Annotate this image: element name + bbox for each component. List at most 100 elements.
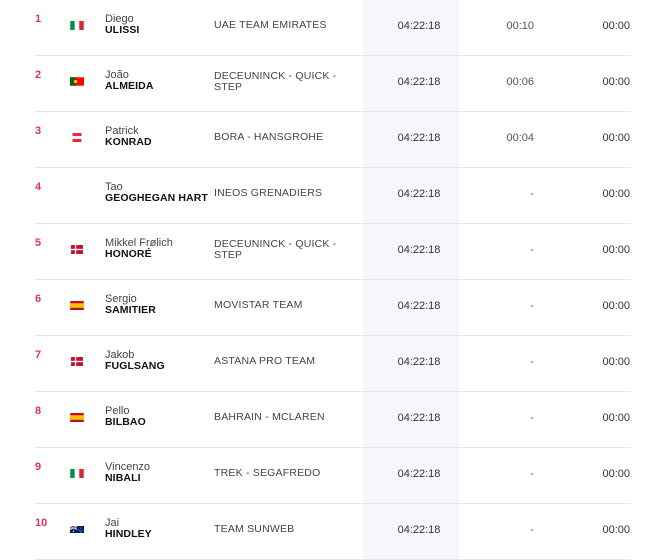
rider-name[interactable]: Tao GEOGHEGAN HART — [105, 182, 208, 204]
rider-name[interactable]: Mikkel Frølich HONORÉ — [105, 238, 173, 260]
rider-last-name: NIBALI — [105, 472, 141, 484]
rider-name[interactable]: João ALMEIDA — [105, 70, 154, 92]
team-name[interactable]: INEOS GRENADIERS — [214, 187, 323, 199]
time-gap: 00:00 — [602, 20, 630, 32]
denmark-flag-icon — [70, 245, 84, 254]
time-gap: 00:00 — [602, 524, 630, 536]
time-gap: 00:00 — [602, 356, 630, 368]
table-row[interactable]: 8 Pello BILBAO BAHRAIN - MCLAREN 04:22:18 - 00… — [0, 392, 649, 448]
rider-name[interactable]: Diego ULISSI — [105, 14, 139, 36]
rank-number: 9 — [35, 461, 42, 473]
rider-last-name: SAMITIER — [105, 304, 156, 316]
rider-name[interactable]: Vincenzo NIBALI — [105, 462, 150, 484]
bonus-seconds: - — [530, 412, 534, 424]
time-gap: 00:00 — [602, 244, 630, 256]
rider-last-name: KONRAD — [105, 136, 152, 148]
italy-flag-icon — [70, 21, 84, 30]
table-row[interactable]: 3 Patrick KONRAD BORA - HANSGROHE 04:22:18 00… — [0, 112, 649, 168]
bonus-seconds: - — [530, 244, 534, 256]
rider-first-name: Jai — [105, 517, 120, 529]
austria-flag-icon — [70, 133, 84, 142]
rider-last-name: BILBAO — [105, 416, 146, 428]
team-name[interactable]: MOVISTAR TEAM — [214, 299, 303, 311]
rider-first-name: Sergio — [105, 293, 137, 305]
rider-last-name: GEOGHEGAN HART — [105, 192, 208, 204]
rank-number: 4 — [35, 181, 42, 193]
rank-number: 8 — [35, 405, 42, 417]
bonus-seconds: 00:06 — [506, 76, 534, 88]
team-name[interactable]: DECEUNINCK - QUICK - STEP — [214, 70, 337, 93]
time-gap: 00:00 — [602, 412, 630, 424]
rank-number: 7 — [35, 349, 42, 361]
portugal-flag-icon — [70, 77, 84, 86]
rider-first-name: Mikkel Frølich — [105, 237, 173, 249]
table-row[interactable]: 9 Vincenzo NIBALI TREK - SEGAFREDO 04:22:18 -… — [0, 448, 649, 504]
rider-last-name: HONORÉ — [105, 248, 152, 260]
australia-flag-icon — [70, 525, 84, 534]
rank-number: 1 — [35, 13, 42, 25]
table-row[interactable]: 1 Diego ULISSI UAE TEAM EMIRATES 04:22:18 00:… — [0, 0, 649, 56]
row-divider — [34, 55, 631, 56]
rider-name[interactable]: Pello BILBAO — [105, 406, 146, 428]
stage-time: 04:22:18 — [397, 132, 441, 144]
rider-name[interactable]: Jakob FUGLSANG — [105, 350, 165, 372]
table-row[interactable]: 2 João ALMEIDA DECEUNINCK - QUICK - STEP 04:… — [0, 56, 649, 112]
rank-number: 2 — [35, 69, 42, 81]
stage-time: 04:22:18 — [397, 412, 441, 424]
stage-time: 04:22:18 — [397, 188, 441, 200]
rider-first-name: Pello — [105, 405, 130, 417]
bonus-seconds: 00:10 — [506, 20, 534, 32]
rider-last-name: FUGLSANG — [105, 360, 165, 372]
table-row[interactable]: 7 Jakob FUGLSANG ASTANA PRO TEAM 04:22:18 - 00… — [0, 336, 649, 392]
team-name[interactable]: DECEUNINCK - QUICK - STEP — [214, 238, 337, 261]
row-divider — [34, 391, 631, 392]
time-gap: 00:00 — [602, 300, 630, 312]
stage-time: 04:22:18 — [397, 244, 441, 256]
row-divider — [34, 223, 631, 224]
team-name[interactable]: TEAM SUNWEB — [214, 523, 295, 535]
rider-last-name: HINDLEY — [105, 528, 152, 540]
italy-flag-icon — [70, 469, 84, 478]
rank-number: 6 — [35, 293, 42, 305]
time-gap: 00:00 — [602, 132, 630, 144]
row-divider — [34, 447, 631, 448]
rider-last-name: ALMEIDA — [105, 80, 154, 92]
spain-flag-icon — [70, 301, 84, 310]
rank-number: 10 — [35, 517, 48, 529]
rank-number: 3 — [35, 125, 42, 137]
rider-name[interactable]: Patrick KONRAD — [105, 126, 152, 148]
rider-first-name: Vincenzo — [105, 461, 151, 473]
team-name[interactable]: BAHRAIN - MCLAREN — [214, 411, 325, 423]
row-divider — [34, 279, 631, 280]
team-name[interactable]: UAE TEAM EMIRATES — [214, 19, 327, 31]
time-gap: 00:00 — [602, 468, 630, 480]
stage-time: 04:22:18 — [397, 300, 441, 312]
bonus-seconds: - — [530, 300, 534, 312]
rider-last-name: ULISSI — [105, 24, 140, 36]
bonus-seconds: 00:04 — [506, 132, 534, 144]
time-gap: 00:00 — [602, 188, 630, 200]
row-divider — [34, 167, 631, 168]
rider-first-name: João — [105, 69, 129, 81]
table-row[interactable]: 10 Jai HINDLEY TEAM SUNWEB 04:22:18 - 00:00 — [0, 504, 649, 560]
table-row[interactable]: 4 Tao GEOGHEGAN HART INEOS GRENADIERS 04:22:… — [0, 168, 649, 224]
stage-time: 04:22:18 — [397, 468, 441, 480]
stage-time: 04:22:18 — [397, 356, 441, 368]
rider-first-name: Tao — [105, 181, 123, 193]
rider-name[interactable]: Jai HINDLEY — [105, 518, 152, 540]
team-name[interactable]: ASTANA PRO TEAM — [214, 355, 316, 367]
stage-time: 04:22:18 — [397, 20, 441, 32]
team-name[interactable]: BORA - HANSGROHE — [214, 131, 324, 143]
row-divider — [34, 111, 631, 112]
table-row[interactable]: 6 Sergio SAMITIER MOVISTAR TEAM 04:22:18 - 00:… — [0, 280, 649, 336]
bonus-seconds: - — [530, 356, 534, 368]
rider-name[interactable]: Sergio SAMITIER — [105, 294, 156, 316]
team-name[interactable]: TREK - SEGAFREDO — [214, 467, 321, 479]
rider-first-name: Diego — [105, 13, 134, 25]
bonus-seconds: - — [530, 468, 534, 480]
table-row[interactable]: 5 Mikkel Frølich HONORÉ DECEUNINCK - QUICK … — [0, 224, 649, 280]
rider-first-name: Patrick — [105, 125, 139, 137]
bonus-seconds: - — [530, 524, 534, 536]
time-column-highlight — [363, 0, 459, 560]
